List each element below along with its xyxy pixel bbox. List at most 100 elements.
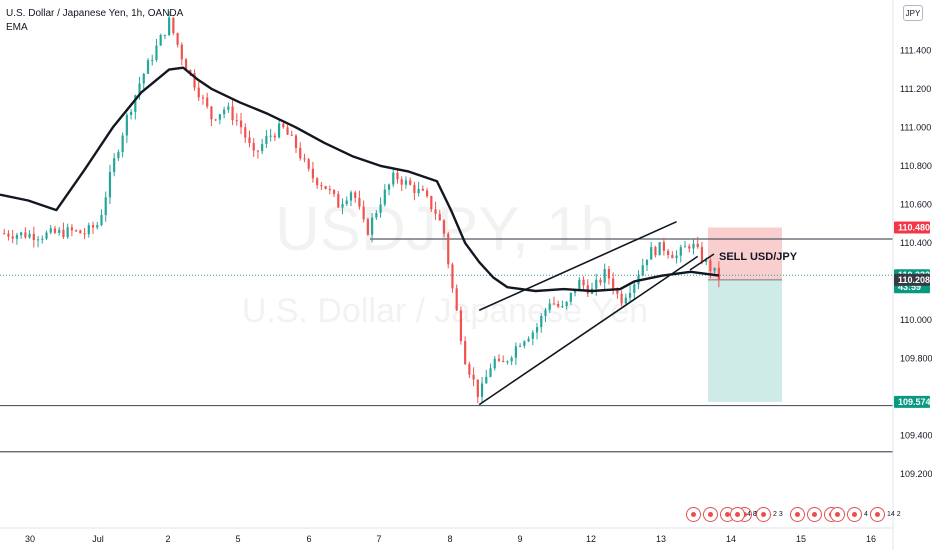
event-flag-icon[interactable] [730,506,745,522]
candle [151,54,154,66]
x-tick-label: 7 [376,534,381,544]
candle [62,222,65,239]
candle-body [277,123,281,138]
candle [201,94,205,105]
candle [265,129,268,148]
candle [41,235,44,244]
candle-body [214,119,217,121]
y-tick-label: 111.000 [900,122,931,132]
candle-body [206,97,209,107]
candle-body [510,357,513,362]
candle-body [53,228,57,233]
candle-body [172,17,175,34]
currency-badge[interactable]: JPY [903,5,923,21]
event-flag-icon[interactable] [807,506,822,522]
candle [671,251,674,259]
candle [129,109,133,120]
event-flag-icon[interactable] [870,506,885,522]
x-tick-label: 2 [165,534,170,544]
stop-loss-zone [708,227,782,280]
candle-body [265,136,268,145]
candle [206,92,209,109]
horizontal-levels[interactable] [0,238,893,453]
candle-body [11,236,14,239]
candle [172,17,175,36]
event-flag-icon[interactable] [686,506,701,522]
candle-body [519,345,522,347]
position-zones [708,227,782,402]
candle-body [324,186,327,189]
candle-body [451,264,454,289]
candle [146,58,150,74]
candle [658,242,661,256]
candle [269,128,272,142]
candle-body [569,292,572,302]
wedge-trendline-1 [478,255,699,406]
candle [125,112,128,143]
candle-body [430,196,433,210]
event-flag-icon[interactable] [756,506,771,522]
event-count: 14 [887,510,895,518]
candle-body [527,338,530,342]
watermark-name: U.S. Dollar / Japanese Yen [242,292,648,330]
candle-body [20,232,23,236]
candle-body [468,364,471,375]
candle [514,342,517,366]
candle [11,229,14,244]
candle-body [45,232,48,239]
candle [540,313,543,333]
candle [548,298,551,314]
candle [400,176,403,192]
candle [159,33,162,46]
candle [248,130,251,148]
candle-body [176,33,179,45]
event-group[interactable]: 14 2 [870,504,901,524]
candle [362,200,365,223]
candle-body [151,60,154,62]
candle-body [294,135,298,148]
x-tick-label: 16 [866,534,876,544]
candle-body [231,106,234,121]
candle [590,282,594,295]
candle [535,323,539,340]
candle [582,276,585,290]
candle [117,149,120,161]
candle-body [58,229,61,233]
candle [32,226,35,248]
candle-body [544,309,547,316]
price-axis[interactable]: 111.400 111.200 111.000 110.800 110.600 110.4… [892,0,932,550]
y-tick-label: 111.200 [900,84,931,94]
candle [311,161,315,183]
candle [641,258,644,277]
candle-body [155,45,158,61]
event-flag-icon[interactable] [703,506,718,522]
candle [277,118,281,139]
candle [510,355,513,366]
event-group[interactable]: 437 [830,504,878,524]
candle-body [159,34,162,46]
candle [328,185,331,195]
candle-body [662,242,665,251]
time-axis[interactable]: 30 Jul 2 5 6 7 8 9 12 13 14 15 16 [0,527,893,544]
candle [108,164,112,205]
event-flag-icon[interactable] [830,506,845,522]
indicator-label[interactable]: EMA [6,22,28,33]
candle [214,118,217,122]
candle [383,184,386,207]
candle-body [41,238,44,240]
candle-body [603,268,606,283]
candle-body [400,179,403,185]
candle [464,336,467,365]
candle-body [15,235,19,239]
event-flag-icon[interactable] [847,506,862,522]
candle-body [189,69,192,73]
trendlines[interactable] [478,220,699,406]
event-flag-icon[interactable] [790,506,805,522]
candle-body [134,95,137,112]
candle [493,355,496,371]
candle-body [252,143,255,151]
candle-body [557,303,560,307]
